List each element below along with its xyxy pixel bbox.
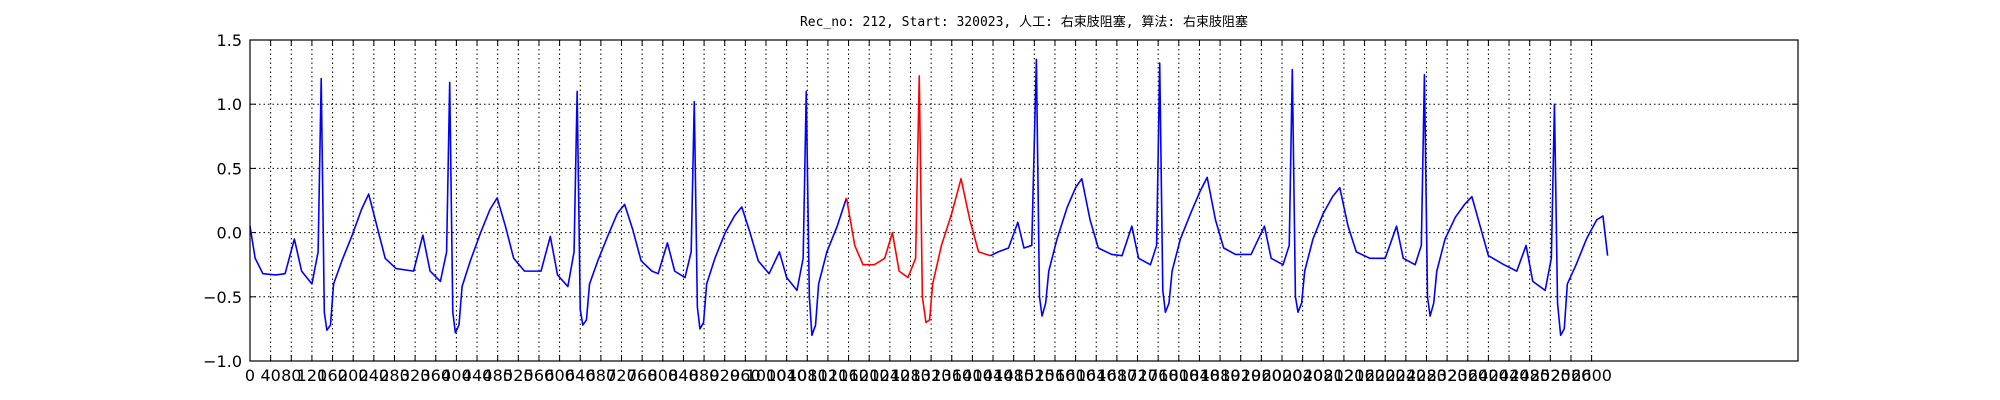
- x-tick-label: 1720: [1117, 366, 1158, 385]
- x-tick-label: 2520: [1530, 366, 1571, 385]
- x-tick-label: 1400: [952, 366, 993, 385]
- x-tick-label: 440: [462, 366, 493, 385]
- x-tick-label: 40: [260, 366, 280, 385]
- x-tick-label: 160: [317, 366, 348, 385]
- x-tick-label: 1120: [808, 366, 849, 385]
- x-tick-label: 1320: [911, 366, 952, 385]
- x-tick-label: 1360: [931, 366, 972, 385]
- x-tick-label: 840: [668, 366, 699, 385]
- x-tick-label: 2200: [1365, 366, 1406, 385]
- x-tick-label: 880: [689, 366, 720, 385]
- x-tick-label: 1280: [890, 366, 931, 385]
- x-tick-label: 680: [586, 366, 617, 385]
- x-tick-label: 1880: [1200, 366, 1241, 385]
- x-tick-label: 2480: [1509, 366, 1550, 385]
- x-tick-label: 800: [648, 366, 679, 385]
- x-tick-label: 120: [297, 366, 328, 385]
- x-tick-label: 240: [359, 366, 390, 385]
- x-tick-label: 1640: [1076, 366, 1117, 385]
- x-tick-label: 2160: [1344, 366, 1385, 385]
- signal-line: [845, 75, 991, 324]
- x-tick-label: 1200: [849, 366, 890, 385]
- x-tick-label: 1040: [766, 366, 807, 385]
- x-tick-label: 1440: [973, 366, 1014, 385]
- plot-frame: [249, 39, 1799, 362]
- x-tick-label: 760: [627, 366, 658, 385]
- x-tick-label: 80: [281, 366, 301, 385]
- x-tick-label: 480: [482, 366, 513, 385]
- x-tick-label: 2600: [1571, 366, 1612, 385]
- x-tick-label: 0: [245, 366, 255, 385]
- x-tick-label: 920: [709, 366, 740, 385]
- x-tick-label: 2360: [1447, 366, 1488, 385]
- x-tick-label: 1240: [869, 366, 910, 385]
- x-tick-label: 2240: [1385, 366, 1426, 385]
- x-tick-label: 2080: [1303, 366, 1344, 385]
- x-tick-label: 1800: [1158, 366, 1199, 385]
- x-tick-label: 2120: [1324, 366, 1365, 385]
- y-tick-label: 0.5: [217, 159, 242, 178]
- x-tick-label: 2040: [1282, 366, 1323, 385]
- x-tick-label: 1480: [993, 366, 1034, 385]
- x-tick-label: 1680: [1097, 366, 1138, 385]
- x-tick-label: 1160: [828, 366, 869, 385]
- y-tick-label: 0.0: [217, 224, 242, 243]
- x-tick-label: 400: [441, 366, 472, 385]
- y-tick-label: −0.5: [203, 288, 242, 307]
- x-tick-label: 2320: [1427, 366, 1468, 385]
- x-tick-label: 640: [565, 366, 596, 385]
- x-tick-label: 1600: [1055, 366, 1096, 385]
- x-tick-label: 1840: [1179, 366, 1220, 385]
- x-tick-label: 1520: [1014, 366, 1055, 385]
- x-tick-label: 360: [420, 366, 451, 385]
- y-tick-label: 1.0: [217, 95, 242, 114]
- x-tick-label: 280: [379, 366, 410, 385]
- x-tick-label: 720: [606, 366, 637, 385]
- x-tick-label: 2000: [1262, 366, 1303, 385]
- x-tick-label: 320: [400, 366, 431, 385]
- x-tick-label: 2440: [1489, 366, 1530, 385]
- x-tick-label: 1960: [1241, 366, 1282, 385]
- y-tick-label: −1.0: [203, 352, 242, 371]
- x-tick-label: 560: [524, 366, 555, 385]
- x-tick-label: 2400: [1468, 366, 1509, 385]
- x-tick-label: 2560: [1551, 366, 1592, 385]
- x-tick-label: 600: [544, 366, 575, 385]
- x-tick-label: 1760: [1138, 366, 1179, 385]
- x-tick-label: 1080: [787, 366, 828, 385]
- x-tick-label: 1000: [746, 366, 787, 385]
- x-tick-label: 1920: [1220, 366, 1261, 385]
- x-tick-label: 2280: [1406, 366, 1447, 385]
- signal-line: [249, 58, 1609, 337]
- x-tick-label: 960: [730, 366, 761, 385]
- x-tick-label: 1560: [1035, 366, 1076, 385]
- x-tick-label: 200: [338, 366, 369, 385]
- x-tick-label: 520: [503, 366, 534, 385]
- y-tick-label: 1.5: [217, 31, 242, 50]
- chart-title: Rec_no: 212, Start: 320023, 人工: 右束肢阻塞, 算…: [800, 14, 1248, 30]
